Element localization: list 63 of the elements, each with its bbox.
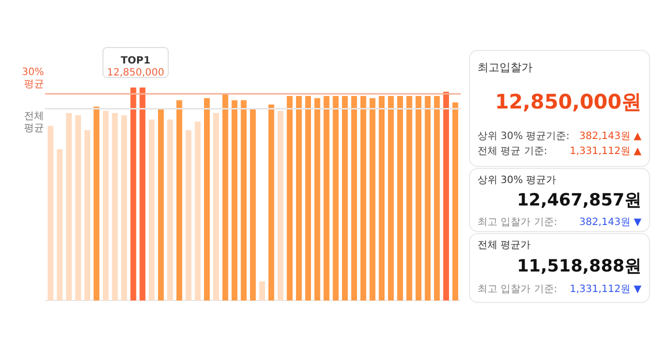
bar — [268, 104, 274, 300]
bar — [112, 113, 118, 300]
bar — [140, 88, 146, 300]
text: 382,143원 ▼ — [579, 217, 642, 228]
bar — [416, 96, 422, 300]
bar — [378, 96, 385, 300]
text: 최고 입찰가 기준: — [478, 217, 558, 228]
text: 1,331,112원 ▲ — [570, 146, 642, 157]
bar — [342, 96, 348, 300]
bar — [167, 119, 173, 300]
bar — [56, 149, 63, 300]
bar — [130, 88, 136, 300]
bar — [94, 106, 100, 300]
text: 전체 평균 기준: — [478, 146, 548, 157]
text: 전체 평균가 — [478, 240, 531, 251]
bar — [324, 96, 330, 300]
bar — [232, 100, 238, 300]
bar — [360, 96, 366, 300]
bar — [388, 96, 394, 300]
text: 12,467,857원 — [516, 190, 642, 210]
bar — [186, 130, 192, 300]
ref-line-label: 30% 평균 — [22, 66, 44, 90]
bar — [222, 94, 228, 300]
bar — [424, 96, 431, 300]
text: 12,850,000 — [106, 68, 164, 78]
text: 382,143원 ▲ — [579, 131, 642, 142]
bar — [194, 122, 201, 300]
text: 1,331,112원 ▼ — [570, 284, 642, 295]
bar — [296, 96, 302, 300]
text: 11,518,888원 — [516, 256, 642, 276]
bar — [452, 102, 458, 300]
bar — [370, 98, 376, 300]
text: 상위 30% 평균기준: — [478, 131, 570, 142]
bar — [406, 96, 412, 300]
bar — [240, 100, 247, 300]
bar — [48, 126, 54, 300]
text: 12,850,000원 — [494, 90, 642, 114]
bar — [84, 130, 90, 300]
bar — [351, 96, 357, 300]
bar — [204, 98, 210, 300]
bar — [286, 96, 293, 300]
text: TOP1 — [120, 56, 150, 66]
bar — [314, 98, 320, 300]
bar — [332, 96, 339, 300]
bar — [213, 113, 219, 300]
bar — [278, 110, 284, 300]
bar — [250, 108, 256, 300]
bar — [66, 113, 72, 300]
bar — [305, 96, 311, 300]
bar — [397, 96, 403, 300]
bar — [75, 115, 81, 300]
bar — [102, 110, 109, 300]
bar — [434, 96, 440, 300]
text: 최고입찰가 — [478, 61, 532, 74]
bar — [158, 108, 164, 300]
bar — [176, 100, 182, 300]
bar — [443, 92, 449, 300]
bar — [259, 281, 265, 300]
ref-line-label: 전체 평균 — [24, 110, 44, 134]
text: 상위 30% 평균가 — [478, 175, 556, 186]
bar — [148, 119, 155, 300]
bar — [121, 115, 127, 300]
text: 최고 입찰가 기준: — [478, 284, 558, 295]
